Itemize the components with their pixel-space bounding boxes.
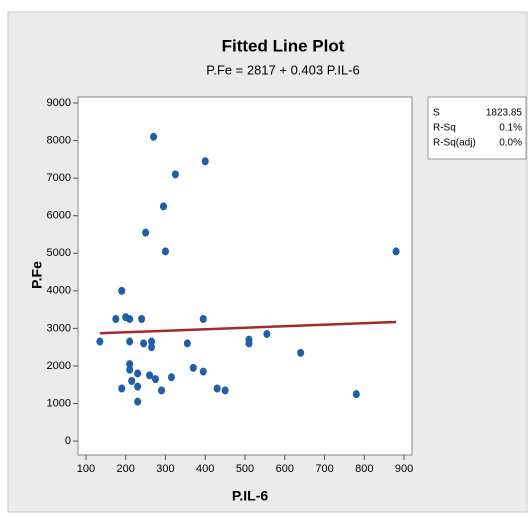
stats-box bbox=[427, 96, 527, 160]
data-point bbox=[221, 386, 229, 395]
data-point bbox=[126, 365, 134, 374]
data-point bbox=[297, 348, 305, 357]
data-point bbox=[213, 384, 221, 393]
data-point bbox=[118, 384, 126, 393]
data-point bbox=[263, 330, 271, 339]
data-point bbox=[96, 337, 104, 346]
data-point bbox=[167, 373, 175, 382]
data-point bbox=[392, 247, 400, 256]
data-point bbox=[134, 397, 142, 406]
data-point bbox=[118, 286, 126, 295]
x-tick-label: 200 bbox=[117, 463, 135, 475]
data-point bbox=[146, 371, 154, 380]
data-point bbox=[128, 376, 136, 385]
x-tick-label: 700 bbox=[315, 463, 333, 475]
data-point bbox=[201, 157, 209, 166]
x-tick-label: 500 bbox=[236, 463, 254, 475]
y-tick-label: 6000 bbox=[47, 210, 71, 222]
fitted-line bbox=[99, 320, 397, 335]
y-tick-label: 3000 bbox=[47, 322, 71, 334]
data-point bbox=[134, 382, 142, 391]
stats-value: 0.1% bbox=[499, 123, 522, 134]
y-tick-label: 7000 bbox=[47, 172, 71, 184]
x-tick-label: 300 bbox=[156, 463, 174, 475]
y-axis-label: P.Fe bbox=[29, 261, 45, 289]
y-tick-label: 2000 bbox=[47, 360, 71, 372]
data-point bbox=[126, 315, 134, 324]
stats-value: 1823.85 bbox=[486, 108, 523, 119]
data-point bbox=[140, 339, 148, 348]
data-point bbox=[148, 343, 156, 352]
data-point bbox=[189, 363, 197, 372]
data-point bbox=[183, 339, 191, 348]
y-tick-label: 9000 bbox=[47, 97, 71, 109]
data-point bbox=[158, 386, 165, 395]
stats-label: S bbox=[433, 108, 440, 119]
stats-label: R-Sq(adj) bbox=[433, 138, 476, 149]
y-tick-label: 5000 bbox=[47, 247, 71, 259]
y-tick-label: 0 bbox=[65, 435, 71, 447]
plot-area bbox=[77, 96, 413, 456]
y-tick-label: 1000 bbox=[47, 397, 71, 409]
data-point bbox=[245, 339, 253, 348]
data-point bbox=[199, 367, 207, 376]
data-point bbox=[152, 375, 160, 384]
data-point bbox=[112, 315, 120, 324]
x-tick-label: 900 bbox=[395, 463, 413, 475]
data-point bbox=[148, 337, 156, 346]
data-point bbox=[150, 132, 158, 141]
data-point bbox=[138, 315, 146, 324]
data-point bbox=[126, 360, 134, 369]
y-tick-label: 4000 bbox=[47, 285, 71, 297]
x-tick-label: 400 bbox=[196, 463, 214, 475]
data-point bbox=[352, 390, 360, 399]
data-point bbox=[161, 247, 169, 256]
data-point bbox=[134, 369, 142, 378]
chart-title: Fitted Line Plot bbox=[222, 36, 345, 55]
stats-value: 0.0% bbox=[499, 138, 522, 149]
x-tick-label: 600 bbox=[276, 463, 294, 475]
x-tick-label: 800 bbox=[355, 463, 373, 475]
data-point bbox=[159, 202, 167, 211]
data-point bbox=[199, 315, 207, 324]
data-point bbox=[126, 337, 134, 346]
data-point bbox=[171, 170, 179, 179]
data-point bbox=[142, 228, 150, 237]
y-tick-label: 8000 bbox=[47, 134, 71, 146]
x-axis-label: P.IL-6 bbox=[232, 488, 269, 504]
chart-subtitle: P.Fe = 2817 + 0.403 P.IL-6 bbox=[206, 62, 359, 77]
x-tick-label: 100 bbox=[77, 463, 95, 475]
stats-label: R-Sq bbox=[433, 123, 456, 134]
